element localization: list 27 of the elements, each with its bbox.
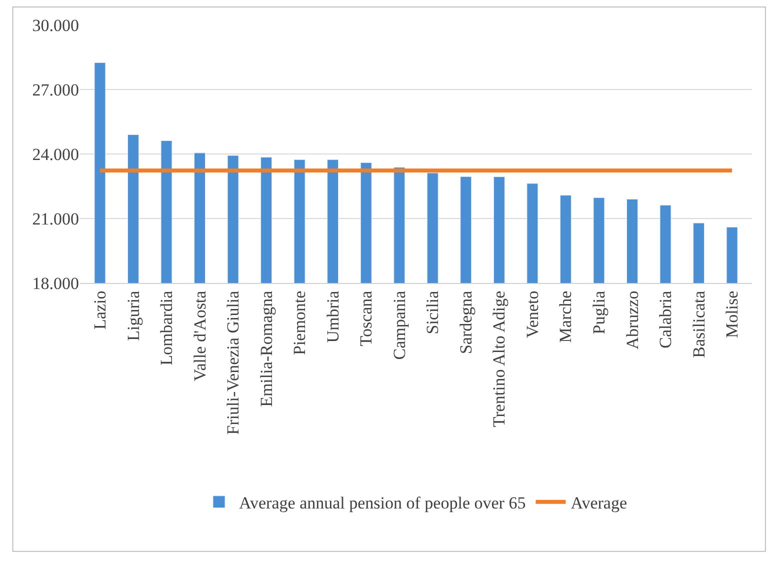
legend-label: Average: [570, 493, 628, 512]
x-tick-label: Calabria: [656, 290, 676, 348]
x-tick-label: Veneto: [522, 290, 542, 338]
x-tick-label: Friuli-Venezia Giulia: [224, 290, 243, 435]
x-tick-label: Liguria: [124, 290, 143, 341]
y-tick-label: 24.000: [32, 144, 79, 164]
x-tick-label: Emilia-Romagna: [256, 290, 276, 407]
x-tick-label: Lombardia: [157, 290, 176, 366]
y-tick-label: 27.000: [32, 80, 79, 100]
x-tick-label: Valle d'Aosta: [190, 290, 210, 382]
x-tick-label: Lazio: [90, 290, 110, 330]
x-tick-label: Puglia: [589, 290, 608, 334]
x-tick-label: Abruzzo: [622, 290, 642, 350]
x-tick-label: Sicilia: [423, 290, 442, 334]
x-tick-label: Basilicata: [689, 290, 708, 358]
x-tick-label: Piemonte: [290, 290, 310, 356]
x-tick-label: Campania: [390, 290, 409, 360]
x-tick-label: Toscana: [356, 290, 376, 346]
x-tick-label: Marche: [556, 290, 576, 343]
x-tick-label: Sardegna: [456, 290, 476, 354]
y-tick-label: 18.000: [32, 274, 79, 293]
x-tick-label: Molise: [722, 290, 742, 338]
y-tick-label: 30.000: [32, 16, 79, 35]
x-tick-label: Trentino Alto Adige: [490, 290, 509, 428]
legend-label: Average annual pension of people over 65: [239, 493, 526, 512]
x-tick-label: Umbria: [323, 290, 342, 343]
y-tick-label: 21.000: [32, 209, 79, 228]
